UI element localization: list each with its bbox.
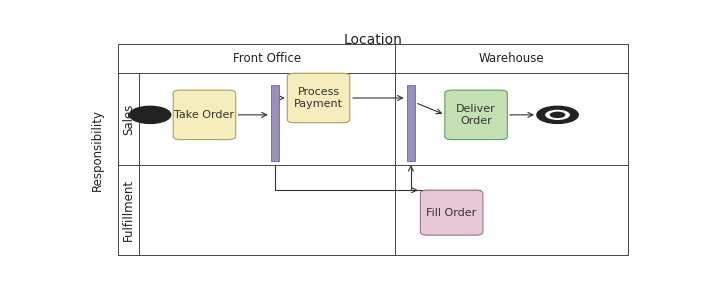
FancyBboxPatch shape <box>421 190 483 235</box>
FancyBboxPatch shape <box>445 90 508 140</box>
Circle shape <box>537 106 578 124</box>
Text: Front Office: Front Office <box>233 52 301 65</box>
Text: Sales: Sales <box>122 104 135 135</box>
Circle shape <box>550 112 566 118</box>
Text: Deliver
Order: Deliver Order <box>456 104 496 126</box>
Text: Location: Location <box>343 32 402 46</box>
Text: Warehouse: Warehouse <box>479 52 544 65</box>
Bar <box>271 84 280 161</box>
Circle shape <box>545 110 570 120</box>
FancyBboxPatch shape <box>173 90 236 140</box>
Text: Fill Order: Fill Order <box>426 208 477 218</box>
Text: Responsibility: Responsibility <box>91 109 104 191</box>
Text: Take Order: Take Order <box>175 110 234 120</box>
Text: Process
Payment: Process Payment <box>294 87 343 109</box>
FancyBboxPatch shape <box>287 73 350 123</box>
Circle shape <box>130 106 171 124</box>
Bar <box>407 84 415 161</box>
Text: Fulfillment: Fulfillment <box>122 179 135 241</box>
